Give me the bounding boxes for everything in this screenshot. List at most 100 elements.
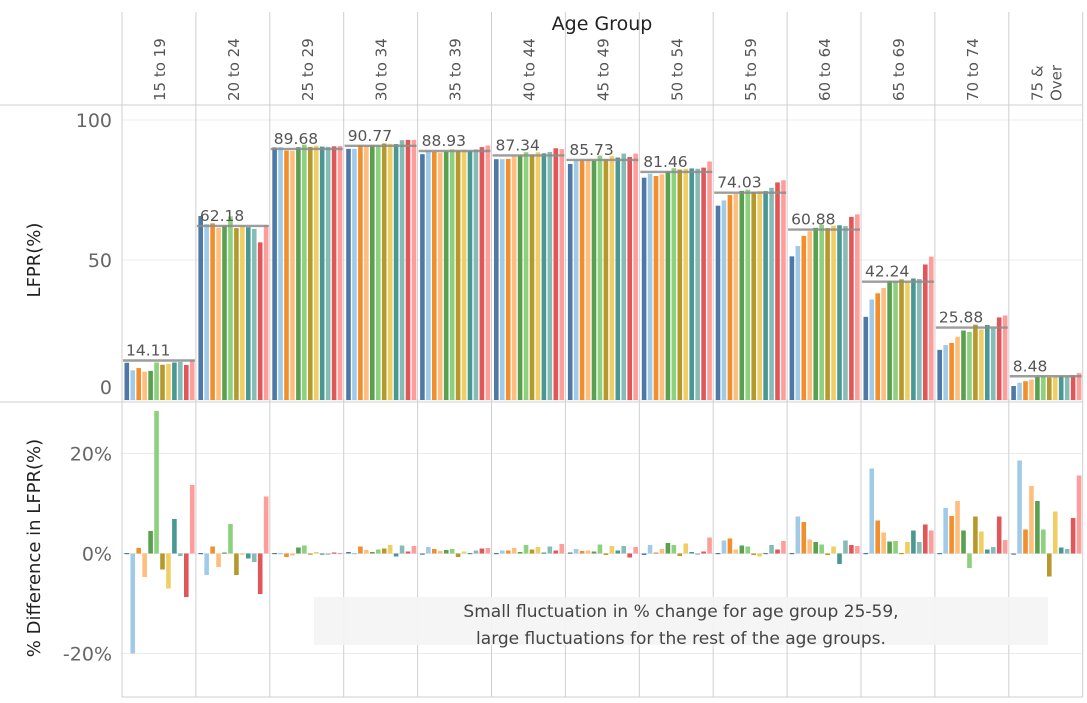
pct-diff-bar xyxy=(325,553,331,555)
category-label: 20 to 24 xyxy=(225,38,243,101)
pct-diff-bar xyxy=(517,552,523,554)
lfpr-bar xyxy=(290,150,295,400)
lfpr-bar xyxy=(331,146,337,400)
lfpr-bar xyxy=(677,169,683,400)
pct-diff-bar xyxy=(319,553,325,555)
pct-diff-bar xyxy=(272,553,277,555)
pct-diff-bar xyxy=(665,543,671,554)
lfpr-bar xyxy=(420,154,425,400)
lfpr-bar xyxy=(961,330,966,400)
lfpr-bar xyxy=(485,145,491,400)
lfpr-bar xyxy=(222,225,227,400)
average-value-label: 62.18 xyxy=(200,207,244,225)
lfpr-bar xyxy=(204,224,209,400)
pct-diff-bar xyxy=(745,546,751,554)
pct-diff-bar xyxy=(511,548,517,554)
lfpr-bar xyxy=(529,154,535,400)
lfpr-bar xyxy=(985,324,990,400)
category-label: 30 to 34 xyxy=(373,38,391,101)
category-label: 45 to 49 xyxy=(594,38,612,101)
lfpr-bar xyxy=(739,190,745,400)
lfpr-bar xyxy=(825,228,830,400)
lfpr-bar xyxy=(659,174,665,400)
pct-diff-bar xyxy=(937,553,942,555)
lfpr-bar xyxy=(905,281,910,400)
bottom-y-axis-title: % Difference in LFPR(%) xyxy=(24,439,45,657)
lfpr-bar xyxy=(216,227,221,400)
lfpr-bar xyxy=(881,288,886,400)
lfpr-bar xyxy=(819,224,824,400)
lfpr-bar xyxy=(337,146,343,400)
pct-diff-bar xyxy=(641,553,647,555)
pct-diff-bar xyxy=(263,496,269,554)
pct-diff-bar xyxy=(579,551,585,554)
pct-diff-bar xyxy=(869,468,875,554)
category-label: 40 to 44 xyxy=(520,38,538,101)
pct-diff-bar xyxy=(875,520,880,554)
pct-diff-bar xyxy=(1076,475,1082,554)
lfpr-bar xyxy=(136,368,141,400)
lfpr-bar xyxy=(567,163,573,400)
lfpr-bar xyxy=(370,145,375,400)
pct-diff-bar xyxy=(905,542,910,554)
pct-diff-bar xyxy=(523,545,529,554)
pct-diff-bar xyxy=(228,524,233,554)
pct-diff-bar xyxy=(739,545,745,554)
pct-diff-bar xyxy=(763,553,768,555)
lfpr-bar xyxy=(949,342,954,400)
pct-diff-bar xyxy=(381,548,387,554)
lfpr-bar xyxy=(967,331,972,400)
lfpr-bar xyxy=(893,281,898,400)
lfpr-bar xyxy=(251,228,257,400)
pct-diff-bar xyxy=(863,553,869,555)
pct-diff-bar xyxy=(837,553,842,564)
lfpr-bar xyxy=(1029,379,1034,400)
lfpr-bar xyxy=(461,149,467,400)
lfpr-bar xyxy=(505,158,511,400)
pct-diff-bar xyxy=(405,551,411,554)
pct-diff-bar xyxy=(609,546,615,554)
pct-diff-bar xyxy=(585,550,591,554)
lfpr-bar xyxy=(346,148,351,400)
lfpr-bar xyxy=(701,167,706,400)
bottom-y-tick-label: 0% xyxy=(82,544,112,566)
pct-diff-bar xyxy=(911,530,916,554)
pct-diff-bar xyxy=(996,516,1002,554)
lfpr-bar xyxy=(517,155,523,400)
category-header-11: 70 to 74 xyxy=(964,38,982,101)
category-header-10: 65 to 69 xyxy=(890,38,908,101)
pct-diff-bar xyxy=(184,553,189,597)
pct-diff-bar xyxy=(1047,553,1052,577)
pct-diff-bar xyxy=(843,540,848,554)
lfpr-bar xyxy=(198,216,203,400)
lfpr-bar xyxy=(278,147,283,400)
lfpr-bar xyxy=(228,216,233,400)
pct-diff-bar xyxy=(172,519,177,554)
pct-diff-bar xyxy=(979,531,984,554)
lfpr-bar xyxy=(1047,377,1052,400)
pct-diff-bar xyxy=(437,551,443,554)
lfpr-bar xyxy=(863,316,869,400)
pct-diff-bar xyxy=(358,546,363,554)
lfpr-bar xyxy=(789,256,795,400)
pct-diff-bar xyxy=(337,553,343,555)
pct-diff-bar xyxy=(234,553,239,575)
lfpr-bar xyxy=(973,324,978,400)
lfpr-bar xyxy=(467,150,473,400)
pct-diff-bar xyxy=(1029,486,1034,554)
pct-diff-bar xyxy=(603,553,609,555)
pct-diff-bar xyxy=(290,553,295,556)
pct-diff-bar xyxy=(346,552,351,554)
lfpr-bar xyxy=(1035,376,1040,400)
lfpr-bar xyxy=(319,146,325,400)
pct-diff-bar xyxy=(308,553,313,555)
lfpr-bar xyxy=(979,329,984,400)
category-header-6: 45 to 49 xyxy=(594,38,612,101)
pct-diff-bar xyxy=(825,553,830,555)
pct-diff-bar xyxy=(733,549,739,554)
pct-diff-bar xyxy=(278,553,283,555)
pct-diff-bar xyxy=(573,549,579,554)
lfpr-bar xyxy=(813,227,818,400)
pct-diff-bar xyxy=(529,549,535,554)
pct-diff-bar xyxy=(943,508,948,554)
